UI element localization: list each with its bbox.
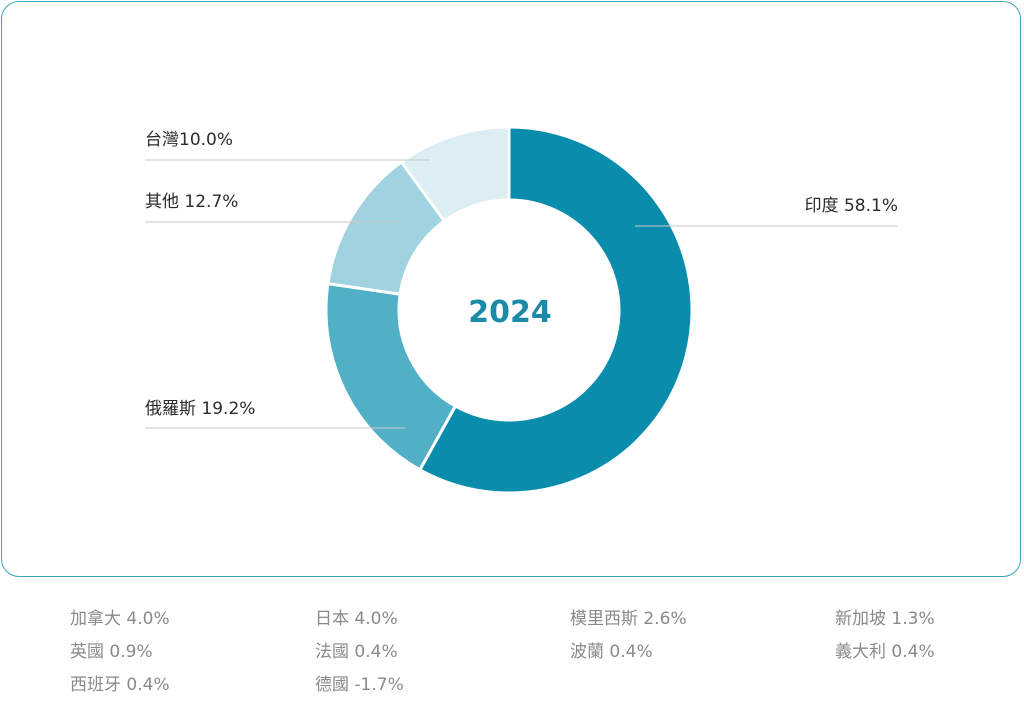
chart-center-year: 2024 — [468, 295, 552, 330]
legend-item: 模里西斯 2.6% — [570, 609, 687, 629]
legend-item: 英國 0.9% — [70, 642, 153, 662]
legend-column-2: 日本 4.0% 法國 0.4% 德國 -1.7% — [315, 603, 404, 702]
legend-column-3: 模里西斯 2.6% 波蘭 0.4% — [570, 603, 687, 669]
other-countries-legend: 加拿大 4.0% 英國 0.9% 西班牙 0.4% 日本 4.0% 法國 0.4… — [0, 603, 1024, 697]
slice-labels: 印度 58.1% 俄羅斯 19.2% 其他 12.7% 台灣10.0% — [145, 130, 898, 419]
donut-slice-4 — [399, 125, 511, 224]
donut-slices — [324, 125, 694, 495]
legend-item: 新加坡 1.3% — [835, 609, 935, 629]
legend-item: 義大利 0.4% — [835, 642, 935, 662]
slice-label-1: 印度 58.1% — [805, 196, 898, 216]
donut-slice-1 — [417, 125, 694, 495]
legend-column-4: 新加坡 1.3% 義大利 0.4% — [835, 603, 935, 669]
slice-label-3: 其他 12.7% — [145, 192, 238, 212]
slice-label-2: 俄羅斯 19.2% — [145, 399, 255, 419]
legend-item: 西班牙 0.4% — [70, 675, 170, 695]
donut-slice-2 — [324, 281, 458, 472]
legend-item: 德國 -1.7% — [315, 675, 404, 695]
legend-item: 波蘭 0.4% — [570, 642, 653, 662]
donut-chart: 印度 58.1% 俄羅斯 19.2% 其他 12.7% 台灣10.0% 2024 — [145, 125, 898, 495]
leader-lines — [145, 159, 898, 429]
legend-column-1: 加拿大 4.0% 英國 0.9% 西班牙 0.4% — [70, 603, 170, 702]
legend-item: 日本 4.0% — [315, 609, 398, 629]
legend-item: 加拿大 4.0% — [70, 609, 170, 629]
legend-item: 法國 0.4% — [315, 642, 398, 662]
slice-label-4: 台灣10.0% — [145, 130, 233, 150]
